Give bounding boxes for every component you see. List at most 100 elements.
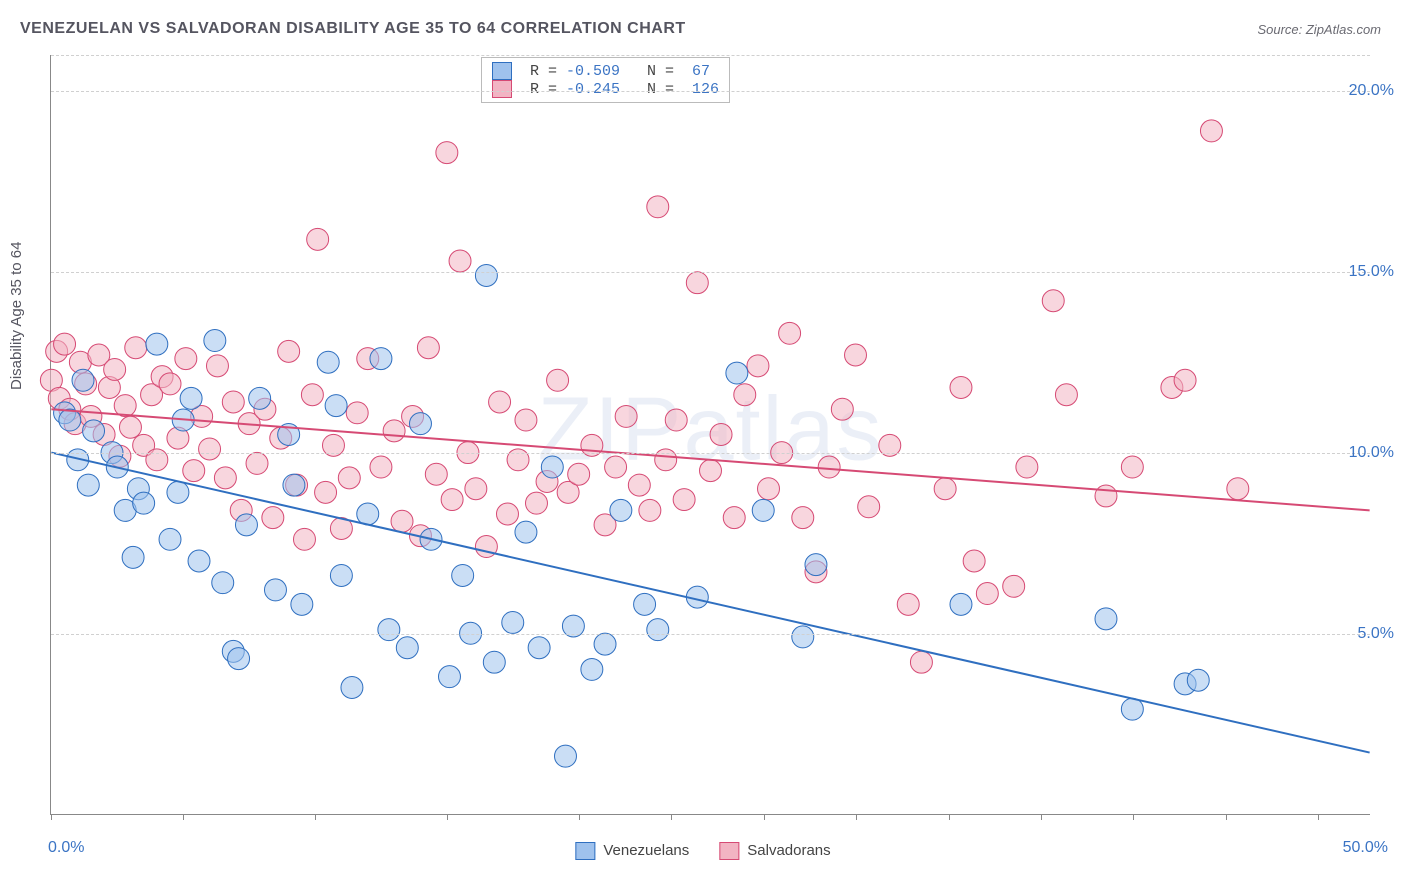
data-point (83, 420, 105, 442)
x-tick (671, 814, 672, 820)
data-point (125, 337, 147, 359)
data-point (301, 384, 323, 406)
x-tick (764, 814, 765, 820)
data-point (1174, 369, 1196, 391)
data-point (845, 344, 867, 366)
gridline (51, 272, 1370, 273)
data-point (378, 619, 400, 641)
data-point (72, 369, 94, 391)
x-tick (447, 814, 448, 820)
x-tick (183, 814, 184, 820)
data-point (1200, 120, 1222, 142)
data-point (183, 460, 205, 482)
data-point (383, 420, 405, 442)
data-point (146, 333, 168, 355)
y-tick-label: 10.0% (1349, 444, 1394, 462)
data-point (950, 377, 972, 399)
data-point (330, 564, 352, 586)
data-point (734, 384, 756, 406)
data-point (792, 507, 814, 529)
data-point (1227, 478, 1249, 500)
data-point (700, 460, 722, 482)
data-point (758, 478, 780, 500)
gridline (51, 634, 1370, 635)
data-point (409, 413, 431, 435)
data-point (222, 391, 244, 413)
legend-swatch (492, 80, 512, 98)
series-legend: VenezuelansSalvadorans (575, 842, 830, 860)
data-point (119, 416, 141, 438)
data-point (122, 546, 144, 568)
chart-svg (51, 55, 1370, 814)
data-point (175, 348, 197, 370)
data-point (235, 514, 257, 536)
data-point (325, 395, 347, 417)
data-point (475, 264, 497, 286)
data-point (581, 658, 603, 680)
x-tick (1226, 814, 1227, 820)
data-point (950, 593, 972, 615)
data-point (515, 521, 537, 543)
gridline (51, 55, 1370, 56)
data-point (665, 409, 687, 431)
data-point (555, 745, 577, 767)
data-point (1095, 485, 1117, 507)
data-point (465, 478, 487, 500)
x-tick (1133, 814, 1134, 820)
data-point (526, 492, 548, 514)
data-point (425, 463, 447, 485)
data-point (307, 228, 329, 250)
data-point (159, 528, 181, 550)
source-attribution: Source: ZipAtlas.com (1257, 22, 1381, 37)
correlation-legend: R = -0.509 N = 67R = -0.245 N = 126 (481, 57, 730, 103)
data-point (452, 564, 474, 586)
x-tick (1041, 814, 1042, 820)
data-point (370, 456, 392, 478)
data-point (346, 402, 368, 424)
data-point (489, 391, 511, 413)
data-point (199, 438, 221, 460)
data-point (441, 489, 463, 511)
data-point (497, 503, 519, 525)
data-point (805, 554, 827, 576)
data-point (228, 648, 250, 670)
x-tick (315, 814, 316, 820)
x-tick (856, 814, 857, 820)
data-point (341, 677, 363, 699)
data-point (752, 499, 774, 521)
data-point (547, 369, 569, 391)
data-point (104, 358, 126, 380)
data-point (180, 387, 202, 409)
data-point (249, 387, 271, 409)
data-point (262, 507, 284, 529)
data-point (568, 463, 590, 485)
data-point (133, 492, 155, 514)
x-tick (51, 814, 52, 820)
data-point (370, 348, 392, 370)
data-point (1003, 575, 1025, 597)
data-point (647, 196, 669, 218)
data-point (818, 456, 840, 478)
legend-item: Salvadorans (719, 842, 830, 860)
data-point (634, 593, 656, 615)
data-point (528, 637, 550, 659)
data-point (726, 362, 748, 384)
chart-title: VENEZUELAN VS SALVADORAN DISABILITY AGE … (20, 20, 686, 38)
correlation-row: R = -0.245 N = 126 (492, 80, 719, 98)
legend-swatch (575, 842, 595, 860)
data-point (858, 496, 880, 518)
data-point (934, 478, 956, 500)
data-point (291, 593, 313, 615)
x-axis-min-label: 0.0% (48, 839, 84, 857)
data-point (438, 666, 460, 688)
data-point (417, 337, 439, 359)
data-point (976, 583, 998, 605)
data-point (1055, 384, 1077, 406)
data-point (897, 593, 919, 615)
gridline (51, 453, 1370, 454)
legend-swatch (719, 842, 739, 860)
data-point (159, 373, 181, 395)
data-point (1121, 698, 1143, 720)
x-tick (579, 814, 580, 820)
data-point (278, 340, 300, 362)
